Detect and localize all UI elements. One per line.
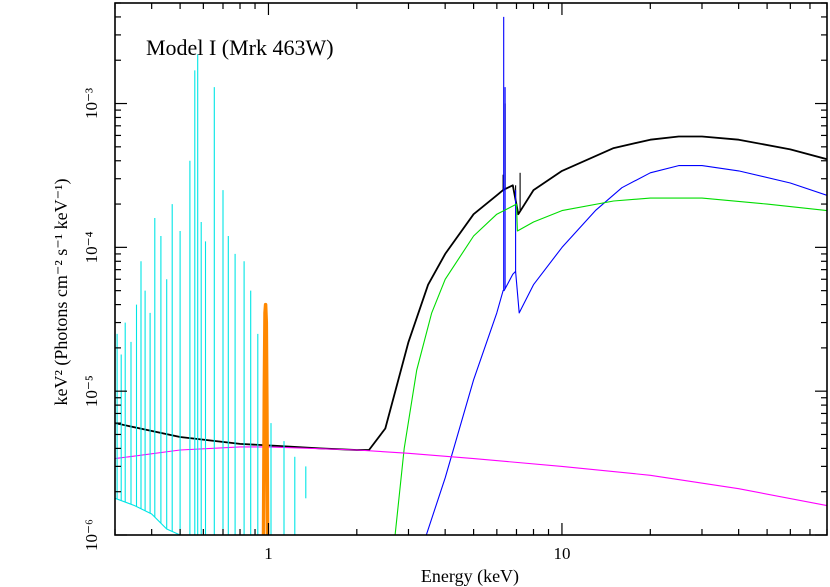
series-2 [394, 197, 827, 535]
axes-layer: 1 10 10⁻⁶ 10⁻⁵ 10⁻⁴ 10⁻³ [82, 2, 828, 563]
series-3 [115, 446, 827, 507]
y-tick-label: 10⁻³ [82, 88, 101, 119]
series-5 [261, 302, 270, 535]
series-0 [115, 103, 827, 451]
series-line [425, 165, 827, 535]
series-line [115, 446, 827, 507]
plot-frame [114, 2, 828, 536]
chart-title: Model I (Mrk 463W) [146, 35, 334, 60]
series-1 [425, 16, 827, 535]
series-line [394, 197, 827, 535]
x-tick-label: 1 [264, 544, 273, 563]
series-4 [115, 54, 307, 535]
x-tick-label: 10 [553, 544, 570, 563]
y-tick-label: 10⁻⁴ [82, 231, 101, 263]
series-line [261, 302, 270, 535]
y-axis-title: keV² (Photons cm⁻² s⁻¹ keV⁻¹) [51, 178, 72, 405]
series-line [115, 497, 302, 535]
y-tick-label: 10⁻⁶ [82, 519, 101, 551]
series-line [115, 135, 827, 451]
series-layer [115, 16, 827, 535]
y-tick-label: 10⁻⁵ [82, 375, 101, 407]
x-axis-title: Energy (keV) [421, 566, 519, 587]
